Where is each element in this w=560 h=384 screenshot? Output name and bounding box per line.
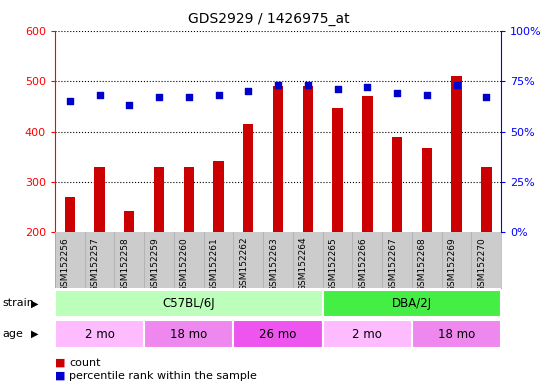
Bar xyxy=(412,320,501,348)
Point xyxy=(155,94,164,100)
Text: GSM152268: GSM152268 xyxy=(418,237,427,291)
Bar xyxy=(323,290,501,317)
Text: GSM152267: GSM152267 xyxy=(388,237,397,291)
Bar xyxy=(64,197,75,232)
Bar xyxy=(422,148,432,232)
Text: ▶: ▶ xyxy=(31,298,38,308)
Text: GSM152266: GSM152266 xyxy=(358,237,367,291)
Text: GSM152269: GSM152269 xyxy=(447,237,456,291)
Point xyxy=(214,92,223,98)
Bar xyxy=(184,167,194,232)
Text: ▶: ▶ xyxy=(31,329,38,339)
Text: 18 mo: 18 mo xyxy=(170,328,207,341)
Text: 18 mo: 18 mo xyxy=(438,328,475,341)
Point xyxy=(333,86,342,92)
Point xyxy=(244,88,253,94)
Text: age: age xyxy=(3,329,24,339)
Text: count: count xyxy=(69,358,100,368)
Point xyxy=(125,102,134,108)
Text: GSM152264: GSM152264 xyxy=(299,237,308,291)
Text: ■: ■ xyxy=(55,371,66,381)
Text: GSM152270: GSM152270 xyxy=(477,237,486,291)
Text: GSM152258: GSM152258 xyxy=(120,237,129,291)
Text: 2 mo: 2 mo xyxy=(85,328,114,341)
Bar xyxy=(124,211,134,232)
Bar xyxy=(144,320,234,348)
Text: 2 mo: 2 mo xyxy=(352,328,382,341)
Bar xyxy=(213,161,224,232)
Text: GSM152256: GSM152256 xyxy=(60,237,70,291)
Point xyxy=(273,82,282,88)
Text: GSM152265: GSM152265 xyxy=(329,237,338,291)
Text: GSM152259: GSM152259 xyxy=(150,237,159,291)
Text: percentile rank within the sample: percentile rank within the sample xyxy=(69,371,256,381)
Text: GSM152262: GSM152262 xyxy=(239,237,248,291)
Text: GSM152261: GSM152261 xyxy=(209,237,218,291)
Bar xyxy=(243,124,254,232)
Text: DBA/2J: DBA/2J xyxy=(392,297,432,310)
Text: GSM152257: GSM152257 xyxy=(91,237,100,291)
Text: ■: ■ xyxy=(55,358,66,368)
Point xyxy=(184,94,193,100)
Text: C57BL/6J: C57BL/6J xyxy=(162,297,215,310)
Bar xyxy=(481,167,492,232)
Point xyxy=(304,82,312,88)
Bar xyxy=(273,86,283,232)
Text: 26 mo: 26 mo xyxy=(259,328,297,341)
Bar xyxy=(94,167,105,232)
Bar xyxy=(392,137,402,232)
Point xyxy=(363,84,372,90)
Text: GSM152263: GSM152263 xyxy=(269,237,278,291)
Bar xyxy=(332,108,343,232)
Text: strain: strain xyxy=(3,298,35,308)
Point xyxy=(422,92,431,98)
Bar xyxy=(362,96,372,232)
Bar xyxy=(302,86,313,232)
Point xyxy=(66,98,74,104)
Bar xyxy=(55,320,144,348)
Bar xyxy=(451,76,462,232)
Point xyxy=(482,94,491,100)
Point xyxy=(95,92,104,98)
Point xyxy=(393,90,402,96)
Bar xyxy=(234,320,323,348)
Text: GSM152260: GSM152260 xyxy=(180,237,189,291)
Text: GDS2929 / 1426975_at: GDS2929 / 1426975_at xyxy=(188,12,349,25)
Point xyxy=(452,82,461,88)
Bar xyxy=(154,167,164,232)
Bar xyxy=(55,290,323,317)
Bar xyxy=(323,320,412,348)
